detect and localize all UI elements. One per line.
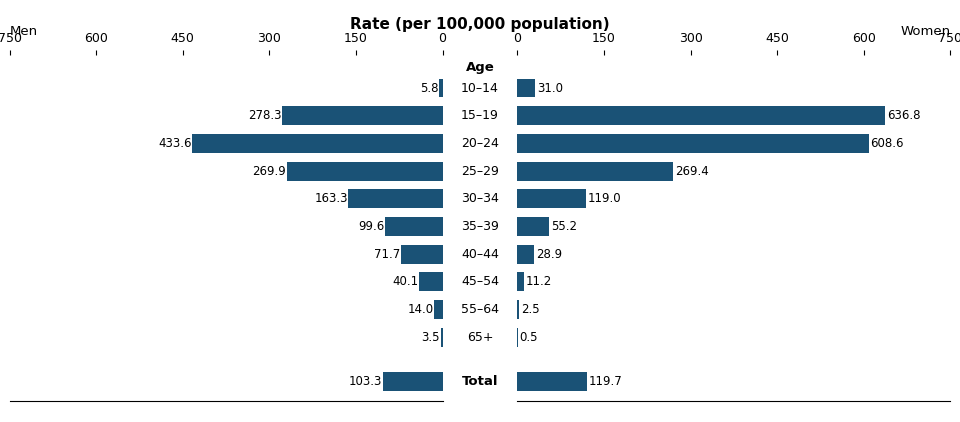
Text: 5.8: 5.8 (420, 81, 439, 95)
Bar (383, 372, 443, 391)
Text: 71.7: 71.7 (374, 248, 400, 261)
Text: 15–19: 15–19 (461, 109, 499, 122)
Text: 28.9: 28.9 (536, 248, 562, 261)
Text: 636.8: 636.8 (887, 109, 921, 122)
Text: 55.2: 55.2 (551, 220, 577, 233)
Text: 278.3: 278.3 (248, 109, 281, 122)
Text: 163.3: 163.3 (314, 192, 348, 206)
Text: 0.5: 0.5 (519, 331, 538, 344)
Bar (517, 372, 587, 391)
Text: 35–39: 35–39 (461, 220, 499, 233)
Bar (517, 245, 534, 264)
Bar (435, 300, 443, 319)
Text: 99.6: 99.6 (358, 220, 384, 233)
Bar (517, 134, 869, 153)
Bar (287, 162, 443, 181)
Text: 14.0: 14.0 (408, 303, 434, 316)
Bar (282, 106, 443, 125)
Text: 608.6: 608.6 (871, 137, 904, 150)
Text: 40–44: 40–44 (461, 248, 499, 261)
Text: 2.5: 2.5 (520, 303, 540, 316)
Text: Total: Total (462, 375, 498, 388)
Text: 30–34: 30–34 (461, 192, 499, 206)
Text: 11.2: 11.2 (526, 276, 552, 288)
Text: 20–24: 20–24 (461, 137, 499, 150)
Text: 40.1: 40.1 (393, 276, 419, 288)
Text: 269.9: 269.9 (252, 165, 286, 178)
Bar (517, 217, 549, 236)
Text: 433.6: 433.6 (158, 137, 192, 150)
Bar (420, 273, 443, 291)
Text: Rate (per 100,000 population): Rate (per 100,000 population) (350, 17, 610, 32)
Text: 25–29: 25–29 (461, 165, 499, 178)
Text: 45–54: 45–54 (461, 276, 499, 288)
Text: 103.3: 103.3 (348, 375, 382, 388)
Bar (517, 300, 519, 319)
Bar (517, 106, 885, 125)
Text: 55–64: 55–64 (461, 303, 499, 316)
Bar (348, 189, 443, 208)
Text: 10–14: 10–14 (461, 81, 499, 95)
Bar (439, 78, 443, 97)
Bar (192, 134, 443, 153)
Text: 65+: 65+ (467, 331, 493, 344)
Text: 3.5: 3.5 (421, 331, 440, 344)
Bar (517, 273, 524, 291)
Text: 31.0: 31.0 (537, 81, 564, 95)
Bar (401, 245, 443, 264)
Text: Age: Age (466, 61, 494, 74)
Text: 269.4: 269.4 (675, 165, 708, 178)
Text: Women: Women (900, 25, 950, 38)
Text: 119.7: 119.7 (588, 375, 622, 388)
Bar (517, 78, 536, 97)
Bar (517, 189, 587, 208)
Bar (517, 162, 673, 181)
Bar (385, 217, 443, 236)
Text: Men: Men (10, 25, 37, 38)
Bar (441, 328, 443, 346)
Text: 119.0: 119.0 (588, 192, 621, 206)
